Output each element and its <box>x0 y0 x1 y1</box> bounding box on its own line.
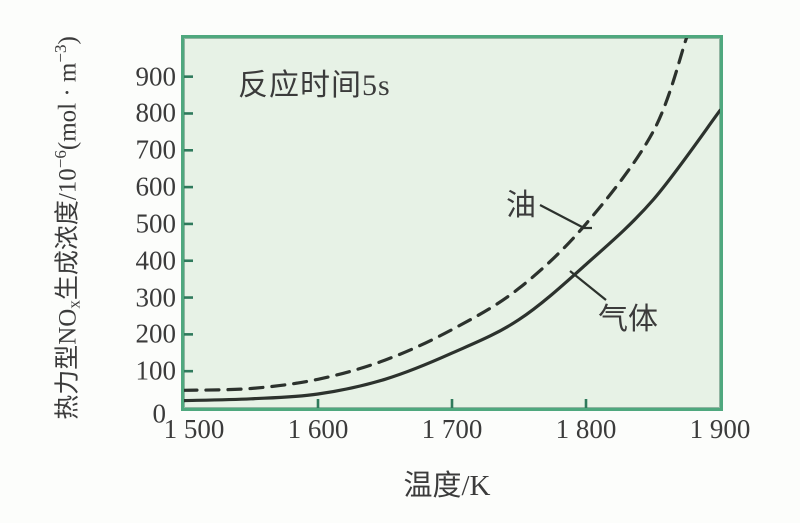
x-tick-label: 1 900 <box>689 414 751 444</box>
x-tick-label: 1 800 <box>555 414 617 444</box>
y-axis-title-part: ) <box>54 36 82 45</box>
gas-label-leader-line <box>569 270 607 301</box>
series-label-gas: 气体 <box>598 303 658 336</box>
y-axis-title-subscript: x <box>64 300 84 309</box>
y-axis-title-part: (mol · m <box>54 62 82 151</box>
y-tick-label: 800 <box>135 97 177 128</box>
y-tick-label: 200 <box>135 318 177 349</box>
y-tick-label: 0 <box>152 398 167 429</box>
y-tick-label: 100 <box>135 355 177 386</box>
oil-label-leader-line <box>539 204 592 230</box>
x-axis-title: 温度/K <box>403 470 491 502</box>
y-tick-label: 900 <box>135 61 177 92</box>
x-tick-label: 1 600 <box>287 414 349 444</box>
curve-oil <box>184 38 689 392</box>
curve-gas <box>184 108 720 403</box>
y-tick-label: 400 <box>135 245 177 276</box>
x-tick-label: 1 700 <box>421 414 483 444</box>
series-label-oil: 油 <box>506 189 536 222</box>
y-axis-title-superscript: −3 <box>51 44 71 63</box>
chart-canvas <box>184 38 720 408</box>
reaction-time-annotation: 反应时间5s <box>238 69 391 102</box>
y-axis-title-superscript: −6 <box>51 150 71 169</box>
y-tick-label: 500 <box>135 208 177 239</box>
y-tick-label: 300 <box>135 282 177 313</box>
y-axis-title-part: 热力型NO <box>54 308 82 420</box>
y-axis-title-part: 生成浓度/10 <box>54 168 82 301</box>
x-tick-label: 1 500 <box>163 414 225 444</box>
y-tick-label: 600 <box>135 171 177 202</box>
y-tick-label: 700 <box>135 134 177 165</box>
y-axis-title: 热力型NOx生成浓度/10−6(mol · m−3) <box>47 36 84 420</box>
